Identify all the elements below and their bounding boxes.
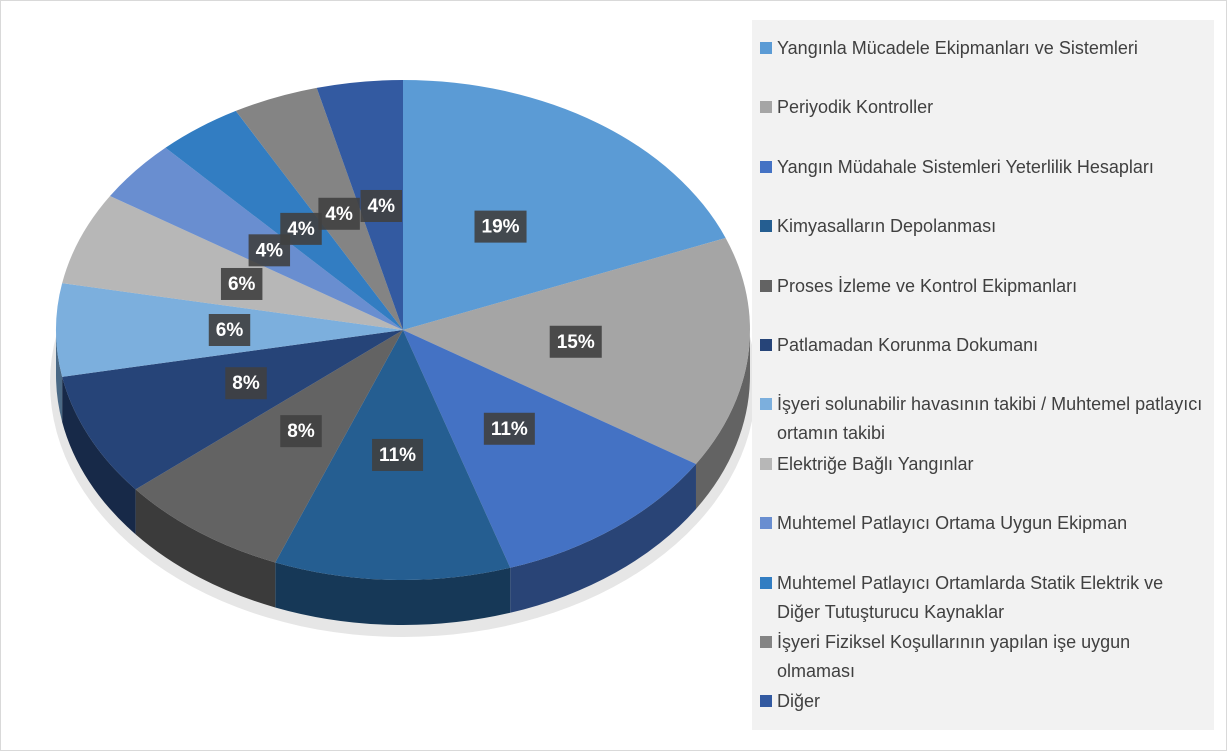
data-label: 11%	[491, 419, 528, 440]
legend: Yangınla Mücadele Ekipmanları ve Sisteml…	[752, 20, 1214, 730]
data-label-group: 4%	[360, 189, 402, 222]
legend-label: Elektriğe Bağlı Yangınlar	[777, 453, 974, 474]
legend-label: Yangınla Mücadele Ekipmanları ve Sisteml…	[777, 38, 1138, 58]
slice-side	[510, 463, 696, 613]
slice	[62, 196, 403, 330]
legend-swatch	[760, 279, 772, 292]
data-label-box	[220, 267, 263, 300]
data-label: 4%	[368, 196, 396, 217]
data-label-group: 4%	[280, 212, 322, 245]
slice-side	[275, 562, 511, 625]
data-label-group: 8%	[280, 415, 322, 448]
slice	[403, 80, 726, 330]
legend-swatch	[760, 457, 772, 470]
data-label-group: 19%	[474, 210, 527, 243]
slice	[62, 330, 403, 490]
legend-item: İşyeri Fiziksel Koşullarının yapılan işe…	[760, 628, 1206, 687]
legend-item: Muhtemel Patlayıcı Ortamlarda Statik Ele…	[760, 569, 1206, 628]
legend-label: Kimyasalların Depolanması	[777, 216, 997, 237]
legend-item: Proses İzleme ve Kontrol Ekipmanları	[760, 272, 1206, 331]
legend-swatch	[760, 42, 772, 54]
data-label-box	[360, 189, 402, 222]
data-label: 6%	[228, 274, 256, 295]
legend-item: Elektriğe Bağlı Yangınlar	[760, 450, 1206, 509]
data-label-box	[280, 212, 322, 245]
legend-label: Periyodik Kontroller	[777, 97, 934, 118]
legend-item: Patlamadan Korunma Dokumanı	[760, 331, 1206, 390]
data-label: 8%	[232, 373, 260, 394]
data-label-box	[483, 412, 535, 445]
slice-side	[695, 330, 750, 509]
legend-label: Patlamadan Korunma Dokumanı	[777, 334, 1039, 355]
legend-item: Diğer	[760, 687, 1206, 746]
legend-swatch	[760, 695, 772, 708]
data-label-box	[280, 415, 322, 448]
data-label-box	[318, 197, 360, 230]
data-label-group: 4%	[318, 197, 360, 230]
data-label: 8%	[287, 421, 315, 442]
data-label-group: 11%	[372, 438, 424, 471]
data-label-box	[372, 438, 424, 471]
legend-swatch	[760, 220, 772, 233]
legend-item: Kimyasalların Depolanması	[760, 212, 1206, 271]
data-label: 11%	[379, 445, 416, 466]
legend-swatch	[760, 517, 772, 530]
legend-swatch	[760, 635, 772, 648]
data-label: 6%	[216, 320, 244, 341]
legend-swatch	[760, 160, 772, 173]
data-label-group: 6%	[208, 314, 251, 346]
slice	[403, 330, 696, 568]
legend-swatch	[760, 101, 772, 114]
data-label: 4%	[256, 240, 284, 261]
data-label: 19%	[482, 217, 520, 238]
legend-label: İşyeri Fiziksel Koşullarının yapılan işe…	[777, 631, 1131, 681]
data-label-group: 11%	[483, 412, 535, 445]
slice-side	[135, 489, 276, 608]
legend-swatch	[760, 398, 772, 411]
legend-label: Yangın Müdahale Sistemleri Yeterlilik He…	[777, 156, 1154, 177]
legend-item: Yangın Müdahale Sistemleri Yeterlilik He…	[760, 153, 1206, 212]
slice-side	[56, 330, 63, 422]
legend-label: Proses İzleme ve Kontrol Ekipmanları	[777, 275, 1078, 296]
data-label: 4%	[325, 204, 353, 225]
legend-label: Muhtemel Patlayıcı Ortama Uygun Ekipman	[777, 513, 1128, 534]
legend-label: İşyeri solunabilir havasının takibi / Mu…	[777, 394, 1203, 444]
data-label: 4%	[287, 219, 315, 240]
slice-side	[62, 376, 136, 535]
legend-label: Muhtemel Patlayıcı Ortamlarda Statik Ele…	[777, 572, 1164, 622]
legend-item: Yangınla Mücadele Ekipmanları ve Sisteml…	[760, 34, 1206, 93]
data-label-group: 6%	[220, 267, 263, 300]
slice	[135, 330, 404, 563]
data-label-group: 15%	[549, 325, 602, 358]
legend-label: Diğer	[777, 691, 821, 712]
legend-item: Periyodik Kontroller	[760, 93, 1206, 152]
legend-swatch	[760, 338, 772, 351]
data-label-box	[474, 210, 527, 243]
data-label-group: 8%	[225, 367, 267, 400]
data-label-box	[225, 367, 267, 400]
legend-item: Muhtemel Patlayıcı Ortama Uygun Ekipman	[760, 509, 1206, 568]
legend-item: İşyeri solunabilir havasının takibi / Mu…	[760, 390, 1206, 449]
legend-swatch	[760, 576, 772, 589]
data-label-box	[208, 314, 251, 346]
data-label-box	[549, 325, 602, 358]
data-label: 15%	[557, 332, 595, 353]
